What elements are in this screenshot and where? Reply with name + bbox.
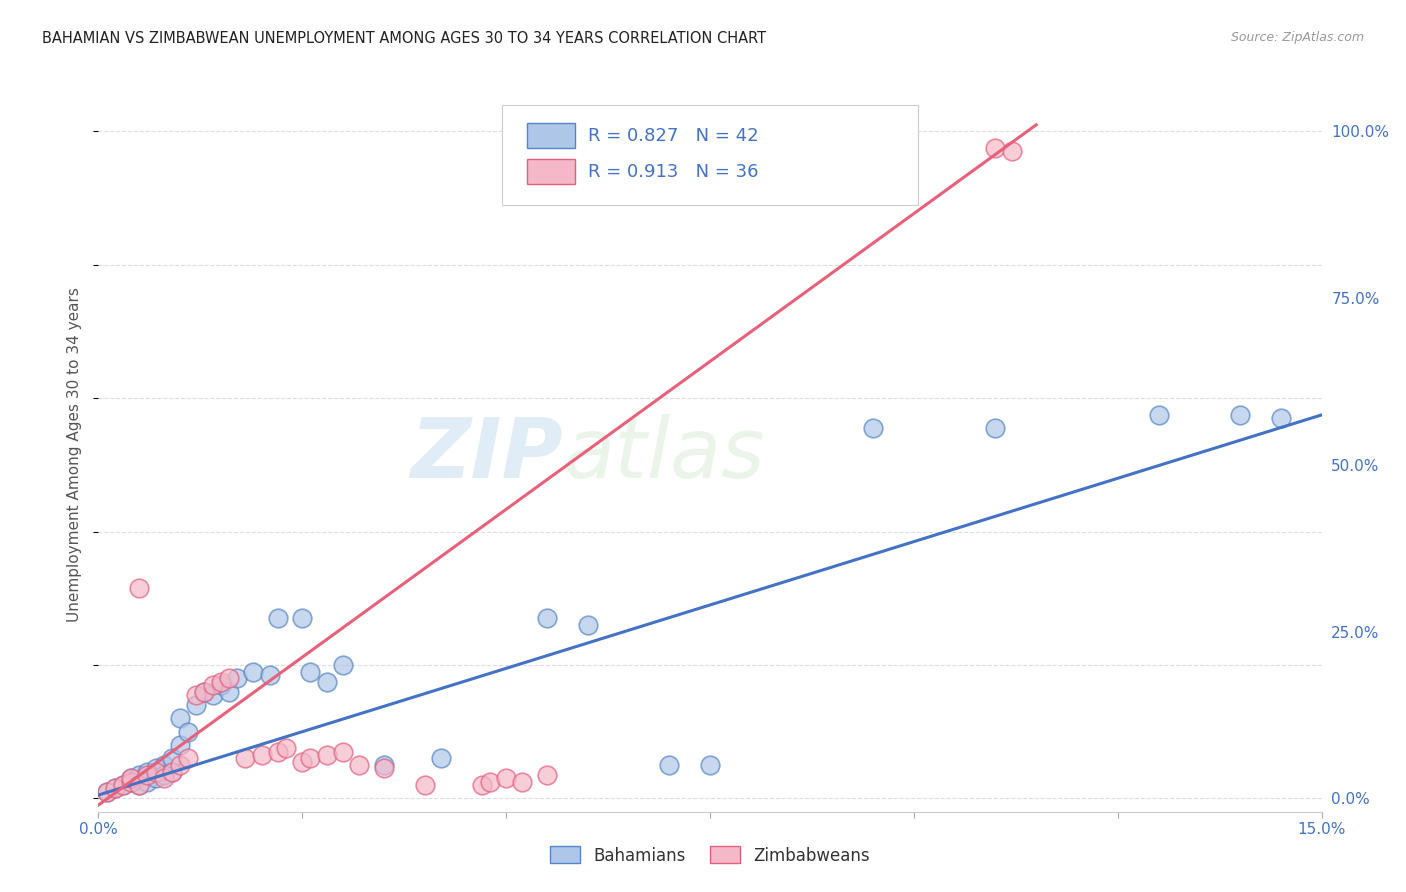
Point: [218, 671, 240, 685]
Point: [186, 698, 208, 712]
Point: [1270, 411, 1292, 425]
Text: ZIP: ZIP: [411, 415, 564, 495]
Point: [120, 772, 142, 786]
Point: [152, 758, 174, 772]
Point: [177, 751, 200, 765]
Point: [152, 772, 174, 786]
Point: [111, 778, 134, 792]
Point: [136, 768, 159, 782]
Point: [160, 764, 183, 779]
Point: [536, 611, 558, 625]
Point: [495, 772, 517, 786]
Bar: [526, 159, 575, 184]
Point: [136, 764, 159, 779]
Point: [104, 781, 127, 796]
Point: [120, 774, 142, 789]
Text: atlas: atlas: [564, 415, 765, 495]
Point: [430, 751, 453, 765]
Point: [512, 774, 534, 789]
Point: [478, 774, 501, 789]
Point: [699, 758, 721, 772]
Point: [315, 747, 337, 762]
Point: [373, 761, 395, 775]
Point: [984, 141, 1007, 155]
Point: [169, 758, 191, 772]
Point: [984, 421, 1007, 435]
Point: [128, 778, 150, 792]
Point: [96, 785, 118, 799]
Point: [332, 745, 354, 759]
Point: [120, 772, 142, 786]
Point: [259, 668, 281, 682]
Point: [152, 768, 174, 782]
Legend: Bahamians, Zimbabweans: Bahamians, Zimbabweans: [543, 839, 877, 871]
Point: [1147, 408, 1170, 422]
Point: [120, 774, 142, 789]
Text: R = 0.827   N = 42: R = 0.827 N = 42: [588, 127, 758, 145]
Text: BAHAMIAN VS ZIMBABWEAN UNEMPLOYMENT AMONG AGES 30 TO 34 YEARS CORRELATION CHART: BAHAMIAN VS ZIMBABWEAN UNEMPLOYMENT AMON…: [42, 31, 766, 46]
Point: [658, 758, 681, 772]
Point: [169, 711, 191, 725]
Text: R = 0.913   N = 36: R = 0.913 N = 36: [588, 162, 758, 180]
Point: [96, 785, 118, 799]
Bar: [526, 123, 575, 148]
Point: [128, 768, 150, 782]
Point: [128, 778, 150, 792]
Point: [128, 582, 150, 596]
Point: [315, 674, 337, 689]
Point: [1001, 145, 1024, 159]
Point: [1229, 408, 1251, 422]
Point: [299, 665, 322, 679]
Point: [862, 421, 884, 435]
Point: [177, 724, 200, 739]
Point: [160, 751, 183, 765]
Point: [349, 758, 371, 772]
Point: [291, 755, 314, 769]
Point: [145, 764, 167, 779]
Point: [186, 688, 208, 702]
Point: [250, 747, 273, 762]
Point: [291, 611, 314, 625]
Point: [111, 778, 134, 792]
Point: [233, 751, 256, 765]
Point: [209, 678, 232, 692]
Point: [267, 611, 290, 625]
Point: [536, 768, 558, 782]
Point: [226, 671, 249, 685]
Text: Source: ZipAtlas.com: Source: ZipAtlas.com: [1230, 31, 1364, 45]
Point: [169, 738, 191, 752]
Point: [104, 781, 127, 796]
Point: [145, 772, 167, 786]
Point: [299, 751, 322, 765]
Point: [160, 764, 183, 779]
Point: [193, 684, 215, 698]
Point: [413, 778, 436, 792]
Point: [332, 658, 354, 673]
Point: [274, 741, 297, 756]
Point: [471, 778, 494, 792]
Point: [145, 761, 167, 775]
Y-axis label: Unemployment Among Ages 30 to 34 years: Unemployment Among Ages 30 to 34 years: [67, 287, 83, 623]
Point: [136, 774, 159, 789]
Point: [201, 688, 224, 702]
Point: [209, 674, 232, 689]
Point: [576, 618, 599, 632]
Point: [267, 745, 290, 759]
Point: [193, 684, 215, 698]
Point: [373, 758, 395, 772]
FancyBboxPatch shape: [502, 105, 918, 205]
Point: [201, 678, 224, 692]
Point: [218, 684, 240, 698]
Point: [242, 665, 264, 679]
